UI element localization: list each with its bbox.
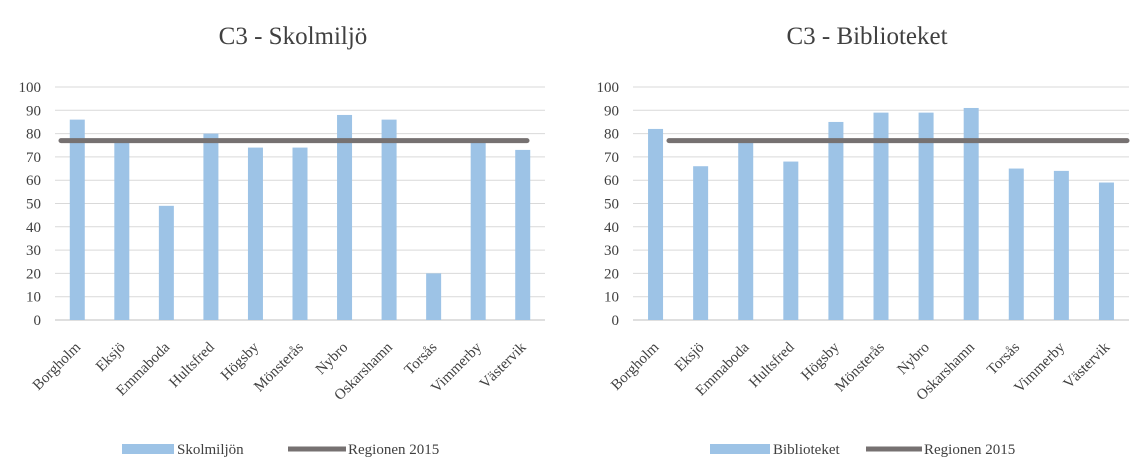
biblioteket-y-tick-label: 30 [604,243,619,259]
skolmiljo-x-tick-label-hogsby: Högsby [218,339,263,384]
skolmiljo-bar-hogsby [247,147,263,320]
biblioteket-legend-bar-swatch [710,444,770,454]
biblioteket-x-tick-label-vimmerby: Vimmerby [1012,339,1069,396]
skolmiljo-x-tick-label-monsteras: Mönsterås [251,339,307,395]
chart-skolmiljo: C3 - Skolmiljö 0 10 20 30 40 50 60 70 80 90 100 Borg… [0,0,560,459]
skolmiljo-x-tick-label-vastervik: Västervik [477,339,530,392]
skolmiljo-x-tick-label-eksjo: Eksjö [93,340,128,375]
biblioteket-bar-oskarshamn [963,107,979,320]
biblioteket-y-tick-label: 10 [604,290,619,306]
biblioteket-bar-torsas [1008,168,1024,320]
skolmiljo-x-tick-label-torsas: Torsås [402,339,441,378]
skolmiljo-legend-bar-swatch [122,444,174,454]
biblioteket-x-tick-label-hultsfred: Hultsfred [746,339,798,391]
biblioteket-y-tick-label: 20 [604,266,619,282]
biblioteket-y-tick-label: 70 [604,150,619,166]
skolmiljo-bar-hultsfred [203,133,219,320]
skolmiljo-x-tick-label-nybro: Nybro [313,340,351,378]
skolmiljo-y-tick-label: 0 [34,313,42,329]
biblioteket-x-tick-label-nybro: Nybro [895,340,933,378]
biblioteket-bar-nybro [918,112,934,320]
skolmiljo-legend-bar-label: Skolmiljön [177,442,244,458]
biblioteket-y-tick-label: 90 [604,103,619,119]
biblioteket-bar-vastervik [1098,182,1114,320]
chart-biblioteket-svg: C3 - Biblioteket 0 10 20 30 40 50 60 70 80 90 100 Bo… [597,23,1130,458]
biblioteket-x-tick-label-vastervik: Västervik [1061,339,1114,392]
chart-biblioteket: C3 - Biblioteket 0 10 20 30 40 50 60 70 80 90 100 Bo… [574,0,1136,459]
skolmiljo-bar-nybro [337,114,353,321]
skolmiljo-y-tick-label: 50 [26,197,41,213]
biblioteket-bar-hultsfred [783,161,799,320]
skolmiljo-chart-title: C3 - Skolmiljö [219,23,368,50]
chart-skolmiljo-svg: C3 - Skolmiljö 0 10 20 30 40 50 60 70 80 90 100 Borg… [19,23,545,458]
skolmiljo-bar-vimmerby [470,140,486,320]
skolmiljo-bar-torsas [426,273,442,320]
biblioteket-y-tick-label: 0 [612,313,620,329]
skolmiljo-y-tick-label: 90 [26,103,41,119]
skolmiljo-x-tick-label-hultsfred: Hultsfred [166,339,218,391]
biblioteket-bar-monsteras [873,112,889,320]
biblioteket-y-tick-label: 80 [604,127,619,143]
biblioteket-bar-emmaboda [738,140,754,320]
biblioteket-y-tick-label: 60 [604,173,619,189]
biblioteket-x-tick-label-hogsby: Högsby [798,339,843,384]
skolmiljo-y-tick-label: 10 [26,290,41,306]
biblioteket-x-tick-label-monsteras: Mönsterås [832,339,888,395]
skolmiljo-legend-line-label: Regionen 2015 [348,442,439,458]
biblioteket-x-tick-label-eksjo: Eksjö [672,340,707,375]
skolmiljo-y-tick-label: 60 [26,173,41,189]
biblioteket-bar-eksjo [693,166,709,320]
biblioteket-y-tick-label: 40 [604,220,619,236]
biblioteket-x-tick-label-borgholm: Borgholm [608,339,662,393]
skolmiljo-y-tick-label: 70 [26,150,41,166]
skolmiljo-bar-eksjo [114,140,130,320]
skolmiljo-x-tick-label-borgholm: Borgholm [30,339,84,393]
skolmiljo-bar-monsteras [292,147,308,320]
biblioteket-legend-line-label: Regionen 2015 [924,442,1015,458]
skolmiljo-y-tick-label: 30 [26,243,41,259]
skolmiljo-y-tick-label: 20 [26,266,41,282]
biblioteket-bar-hogsby [828,121,844,320]
skolmiljo-y-tick-label: 40 [26,220,41,236]
biblioteket-legend-bar-label: Biblioteket [773,442,840,458]
biblioteket-bar-vimmerby [1053,170,1069,320]
biblioteket-chart-title: C3 - Biblioteket [786,23,947,50]
biblioteket-y-tick-label: 100 [597,80,620,96]
biblioteket-y-tick-label: 50 [604,197,619,213]
skolmiljo-bar-borgholm [69,119,85,321]
biblioteket-x-tick-label-torsas: Torsås [984,339,1023,378]
skolmiljo-bar-emmaboda [158,205,174,320]
skolmiljo-bar-vastervik [515,149,531,320]
skolmiljo-y-tick-label: 80 [26,127,41,143]
biblioteket-bar-borgholm [648,128,664,320]
skolmiljo-bar-oskarshamn [381,119,397,321]
skolmiljo-y-tick-label: 100 [19,80,42,96]
